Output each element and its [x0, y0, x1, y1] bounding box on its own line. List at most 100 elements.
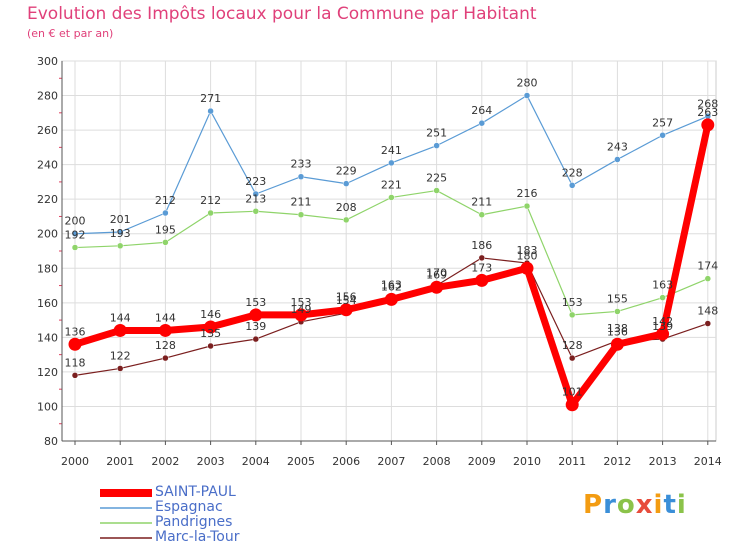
data-point-espagnac — [162, 209, 169, 217]
data-label-pandrignes: 155 — [607, 292, 628, 305]
legend-label-pandrignes: Pandrignes — [155, 514, 233, 530]
data-label-marc-la-tour: 122 — [110, 349, 131, 362]
x-tick-label: 2002 — [151, 455, 179, 468]
data-point-saint-paul — [68, 337, 82, 351]
data-point-marc-la-tour — [704, 320, 712, 327]
data-point-saint-paul — [339, 303, 353, 317]
data-label-espagnac: 200 — [65, 215, 86, 228]
data-point-saint-paul — [610, 337, 624, 351]
data-label-pandrignes: 153 — [562, 296, 583, 309]
logo-letter: P — [583, 490, 604, 520]
x-tick-label: 2012 — [603, 455, 631, 468]
data-label-espagnac: 264 — [471, 104, 492, 117]
data-label-saint-paul: 153 — [245, 296, 266, 309]
data-label-marc-la-tour: 148 — [697, 305, 718, 318]
data-point-espagnac — [207, 107, 214, 115]
data-point-pandrignes — [71, 244, 79, 251]
data-label-pandrignes: 221 — [381, 178, 402, 191]
logo-letter: i — [653, 490, 664, 520]
x-tick-label: 2008 — [423, 455, 451, 468]
y-tick-label: 280 — [37, 90, 58, 103]
data-label-marc-la-tour: 118 — [65, 356, 86, 369]
data-point-saint-paul — [204, 320, 218, 334]
data-point-pandrignes — [252, 208, 260, 215]
data-label-marc-la-tour: 135 — [200, 327, 221, 340]
y-tick-label: 300 — [37, 55, 58, 68]
x-tick-label: 2013 — [649, 455, 677, 468]
legend-label-marc-la-tour: Marc-la-Tour — [155, 529, 240, 545]
data-point-espagnac — [388, 159, 395, 167]
data-point-saint-paul — [475, 273, 489, 287]
data-label-saint-paul: 153 — [291, 296, 312, 309]
data-label-saint-paul: 142 — [652, 315, 673, 328]
x-tick-label: 2011 — [558, 455, 586, 468]
x-tick-label: 2005 — [287, 455, 315, 468]
x-tick-label: 2004 — [242, 455, 270, 468]
legend-label-saint-paul: SAINT-PAUL — [155, 484, 236, 500]
x-tick-label: 2014 — [694, 455, 722, 468]
data-point-saint-paul — [430, 280, 444, 294]
data-point-espagnac — [614, 156, 621, 163]
data-label-marc-la-tour: 149 — [291, 303, 312, 316]
y-tick-label: 260 — [37, 124, 58, 137]
data-label-saint-paul: 101 — [562, 386, 583, 399]
data-label-pandrignes: 193 — [110, 227, 131, 240]
data-label-espagnac: 257 — [652, 116, 673, 129]
data-label-marc-la-tour: 183 — [517, 244, 538, 257]
data-label-marc-la-tour: 138 — [607, 322, 628, 335]
data-point-espagnac — [342, 180, 350, 187]
data-label-espagnac: 251 — [426, 127, 447, 140]
data-point-espagnac — [71, 230, 79, 237]
chart-subtitle: (en € et par an) — [27, 27, 114, 40]
data-point-pandrignes — [478, 211, 486, 218]
data-point-pandrignes — [207, 209, 214, 217]
data-label-saint-paul: 136 — [607, 325, 628, 338]
logo-letter: o — [616, 490, 636, 520]
data-label-pandrignes: 174 — [697, 260, 718, 273]
data-point-saint-paul — [701, 118, 715, 132]
x-tick-label: 2010 — [513, 455, 541, 468]
data-point-saint-paul — [656, 327, 670, 341]
x-tick-label: 2009 — [468, 455, 496, 468]
data-label-saint-paul: 136 — [65, 325, 86, 338]
data-label-espagnac: 212 — [155, 194, 176, 207]
data-point-pandrignes — [568, 311, 576, 319]
data-label-saint-paul: 144 — [110, 311, 131, 324]
data-label-marc-la-tour: 139 — [652, 320, 673, 333]
y-tick-label: 200 — [37, 228, 58, 241]
logo-letter: i — [676, 490, 687, 520]
data-label-saint-paul: 162 — [381, 280, 402, 293]
data-point-pandrignes — [433, 187, 440, 194]
data-label-marc-la-tour: 170 — [426, 267, 447, 280]
plot-area — [61, 60, 717, 442]
data-label-espagnac: 228 — [562, 166, 583, 179]
x-tick-label: 2007 — [377, 455, 405, 468]
data-point-espagnac — [568, 182, 576, 189]
data-label-marc-la-tour: 186 — [471, 239, 492, 252]
data-point-pandrignes — [388, 194, 395, 201]
data-point-marc-la-tour — [478, 254, 486, 262]
y-tick-label: 160 — [37, 297, 58, 310]
data-label-pandrignes: 213 — [245, 192, 266, 205]
data-label-pandrignes: 163 — [652, 279, 673, 292]
data-point-espagnac — [523, 92, 531, 99]
y-tick-label: 240 — [37, 159, 58, 172]
legend-label-espagnac: Espagnac — [155, 499, 223, 515]
data-label-espagnac: 223 — [245, 175, 266, 188]
x-tick-label: 2006 — [332, 455, 360, 468]
data-point-pandrignes — [659, 294, 666, 301]
logo-letter: t — [663, 490, 677, 520]
data-label-pandrignes: 216 — [517, 187, 538, 200]
x-tick-label: 2001 — [106, 455, 134, 468]
data-label-pandrignes: 192 — [65, 229, 86, 242]
data-label-saint-paul: 146 — [200, 308, 221, 321]
y-tick-label: 120 — [37, 366, 58, 379]
data-point-pandrignes — [704, 275, 712, 282]
data-point-pandrignes — [116, 242, 124, 250]
logo-letter: r — [603, 490, 617, 520]
data-label-espagnac: 243 — [607, 140, 628, 153]
data-point-marc-la-tour — [116, 365, 124, 372]
data-point-pandrignes — [342, 216, 350, 224]
data-point-espagnac — [659, 132, 666, 139]
